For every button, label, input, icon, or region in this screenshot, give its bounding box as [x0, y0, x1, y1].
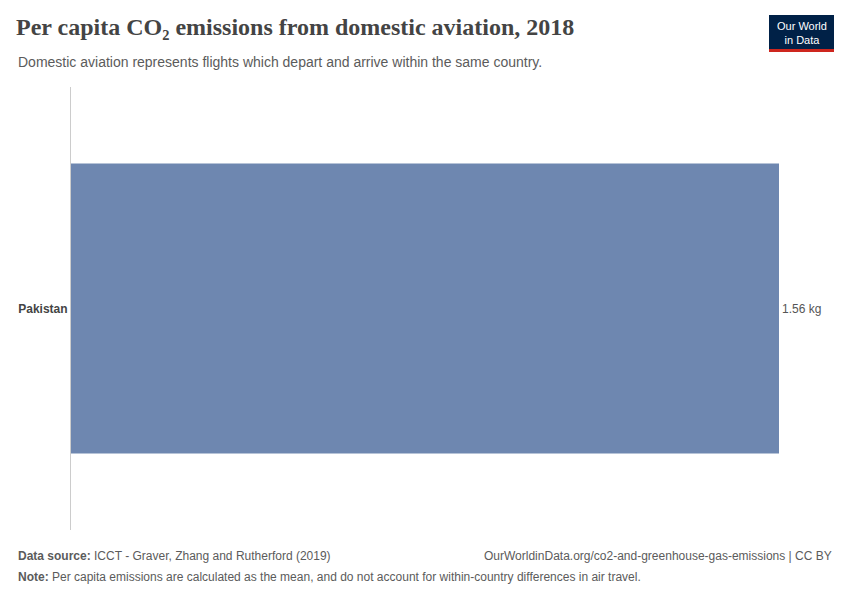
svg-text:Domestic aviation represents f: Domestic aviation represents flights whi… [18, 54, 542, 70]
svg-text:OurWorldinData.org/co2-and-gre: OurWorldinData.org/co2-and-greenhouse-ga… [484, 549, 832, 563]
svg-text:Our Worldin Data: Our Worldin Data [777, 20, 827, 46]
svg-text:Pakistan: Pakistan [18, 302, 67, 316]
svg-text:Per capita CO₂ emissions from: Per capita CO₂ emissions from domestic a… [16, 14, 574, 40]
svg-text:1.56 kg: 1.56 kg [782, 302, 821, 316]
svg-text:Data source: ICCT - Graver, Zh: Data source: ICCT - Graver, Zhang and Ru… [18, 549, 331, 563]
svg-text:Note: Per capita emissions are: Note: Per capita emissions are calculate… [18, 570, 641, 584]
